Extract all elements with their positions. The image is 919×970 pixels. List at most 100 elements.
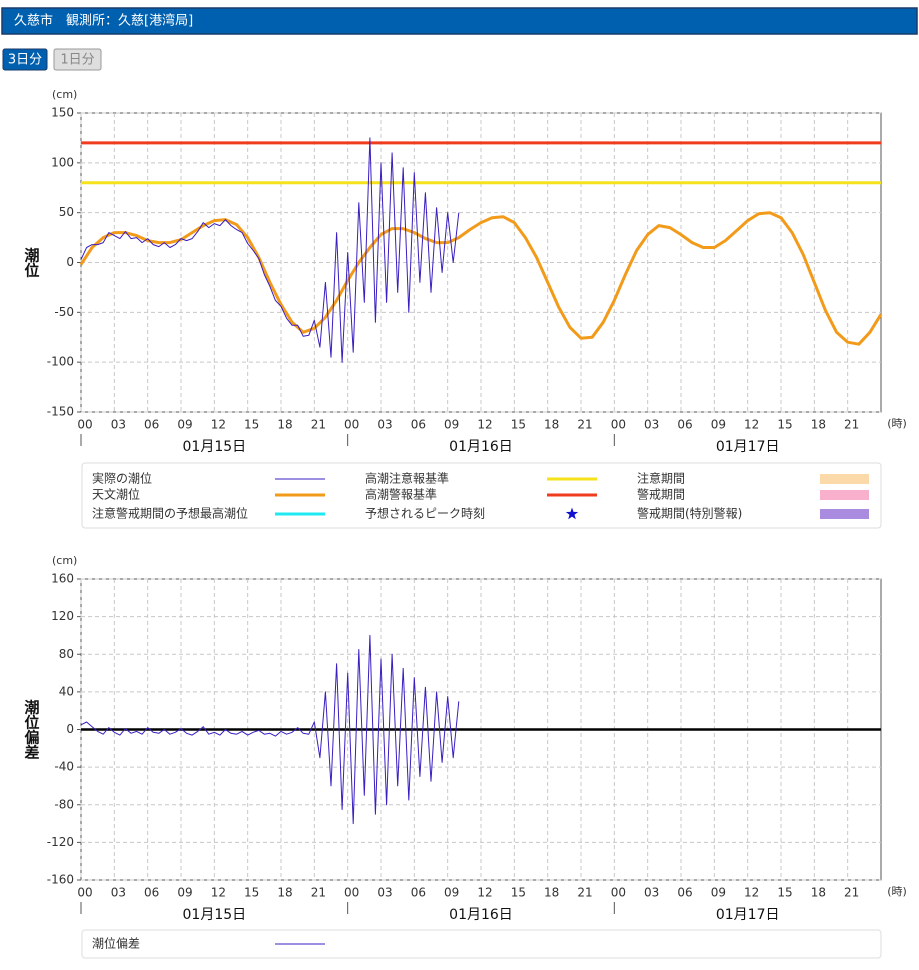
- x-tick-label: 09: [711, 886, 726, 900]
- x-tick-label: 03: [644, 886, 659, 900]
- x-tick-label: 00: [611, 418, 626, 432]
- x-tick-label: 03: [377, 886, 392, 900]
- x-tick-label: 06: [677, 886, 692, 900]
- legend-label: 注意警戒期間の予想最高潮位: [92, 506, 248, 521]
- header-bar: [1, 7, 918, 35]
- y-tick-label: 120: [51, 609, 74, 623]
- y-tick-label: 0: [66, 255, 74, 269]
- y-tick-label: 40: [59, 684, 74, 698]
- x-tick-label: 15: [244, 886, 259, 900]
- legend-label: 高潮警報基準: [365, 487, 437, 502]
- x-tick-label: 03: [644, 418, 659, 432]
- y-tick-label: -160: [47, 873, 74, 887]
- legend-label: 注意期間: [637, 471, 685, 486]
- x-tick-label: 18: [544, 418, 559, 432]
- series-line: [80, 634, 460, 825]
- x-tick-label: 03: [111, 886, 126, 900]
- x-tick-label: 18: [811, 418, 826, 432]
- x-tick-label: 12: [477, 418, 492, 432]
- series-line: [79, 211, 883, 346]
- button-label[interactable]: 3日分: [8, 53, 42, 68]
- x-tick-label: 15: [511, 886, 526, 900]
- x-tick-label: 06: [411, 886, 426, 900]
- day-label: 01月15日: [183, 907, 247, 923]
- x-tick-label: 00: [77, 418, 92, 432]
- legend-swatch: [820, 509, 869, 519]
- x-tick-label: 12: [744, 886, 759, 900]
- day-label: 01月16日: [449, 439, 513, 455]
- x-tick-label: 09: [177, 886, 192, 900]
- legend-label: 高潮注意報基準: [365, 471, 449, 486]
- x-tick-label: 21: [577, 886, 592, 900]
- x-tick-label: 18: [277, 418, 292, 432]
- x-tick-label: 00: [611, 886, 626, 900]
- x-tick-label: 09: [444, 418, 459, 432]
- x-tick-label: 12: [211, 418, 226, 432]
- x-tick-label: 00: [344, 886, 359, 900]
- y-tick-label: 100: [51, 155, 74, 169]
- legend-swatch: [820, 474, 869, 484]
- day-label: 01月16日: [449, 907, 513, 923]
- y-unit: (cm): [52, 554, 77, 567]
- x-tick-label: 21: [311, 418, 326, 432]
- y-tick-label: -150: [47, 405, 74, 419]
- y-tick-label: 50: [59, 205, 74, 219]
- y-tick-label: -120: [47, 835, 74, 849]
- x-tick-label: 06: [411, 418, 426, 432]
- x-tick-label: 21: [577, 418, 592, 432]
- x-tick-label: 12: [477, 886, 492, 900]
- series-line: [80, 137, 460, 363]
- y-tick-label: -50: [54, 305, 74, 319]
- y-tick-label: 160: [51, 572, 74, 586]
- y-tick-label: -100: [47, 355, 74, 369]
- day-label: 01月17日: [716, 439, 780, 455]
- legend-box: [81, 929, 882, 959]
- legend-swatch: [565, 507, 579, 520]
- x-tick-label: 00: [344, 418, 359, 432]
- y-axis-label: 潮位: [23, 247, 41, 278]
- y-tick-label: 0: [66, 722, 74, 736]
- x-unit: (時): [887, 417, 907, 430]
- x-tick-label: 09: [711, 418, 726, 432]
- x-tick-label: 06: [677, 418, 692, 432]
- x-tick-label: 15: [244, 418, 259, 432]
- x-tick-label: 06: [144, 886, 159, 900]
- y-tick-label: 80: [59, 647, 74, 661]
- y-tick-label: -80: [54, 797, 74, 811]
- x-tick-label: 21: [311, 886, 326, 900]
- x-tick-label: 18: [277, 886, 292, 900]
- y-axis-label: 潮位偏差: [23, 699, 41, 760]
- x-tick-label: 15: [777, 418, 792, 432]
- y-tick-label: -40: [54, 760, 74, 774]
- x-unit: (時): [887, 885, 907, 898]
- x-tick-label: 09: [444, 886, 459, 900]
- legend-label: 警戒期間(特別警報): [637, 506, 742, 521]
- y-tick-label: 150: [51, 106, 74, 120]
- legend-label: 警戒期間: [637, 487, 685, 502]
- day-label: 01月17日: [716, 907, 780, 923]
- day-label: 01月15日: [183, 439, 247, 455]
- x-tick-label: 21: [844, 886, 859, 900]
- x-tick-label: 12: [211, 886, 226, 900]
- x-tick-label: 03: [377, 418, 392, 432]
- x-tick-label: 09: [177, 418, 192, 432]
- legend-label: 予想されるピーク時刻: [365, 506, 485, 521]
- x-tick-label: 15: [511, 418, 526, 432]
- header-title: 久慈市 観測所：久慈[港湾局]: [14, 13, 193, 29]
- button-label[interactable]: 1日分: [60, 53, 94, 68]
- x-tick-label: 21: [844, 418, 859, 432]
- x-tick-label: 00: [77, 886, 92, 900]
- legend-label: 天文潮位: [92, 487, 140, 502]
- x-tick-label: 18: [544, 886, 559, 900]
- x-tick-label: 15: [777, 886, 792, 900]
- button[interactable]: [2, 48, 48, 71]
- legend-label: 潮位偏差: [92, 936, 140, 951]
- x-tick-label: 18: [811, 886, 826, 900]
- button[interactable]: [53, 48, 102, 71]
- x-tick-label: 03: [111, 418, 126, 432]
- legend-label: 実際の潮位: [92, 471, 152, 486]
- x-tick-label: 06: [144, 418, 159, 432]
- x-tick-label: 12: [744, 418, 759, 432]
- legend-swatch: [820, 490, 869, 500]
